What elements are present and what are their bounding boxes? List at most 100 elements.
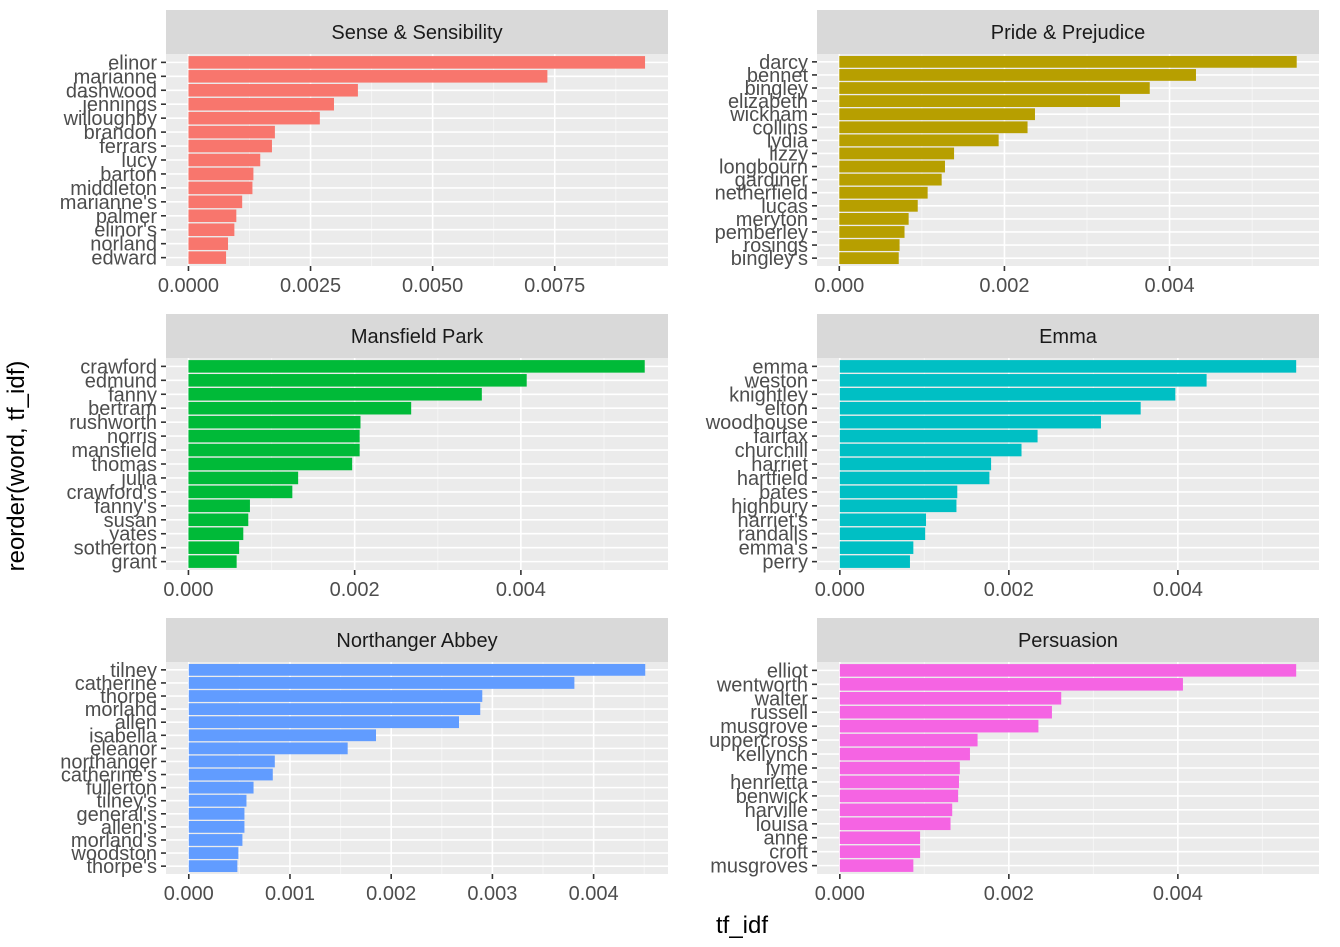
y-tick-label: general's (76, 804, 157, 826)
bar (839, 859, 914, 872)
bar (188, 834, 243, 846)
bar (188, 111, 320, 125)
facet-title: Persuasion (1018, 630, 1118, 652)
y-tick-label: knightley (729, 384, 808, 406)
y-tick-label: elizabeth (728, 91, 808, 113)
bar (839, 55, 1297, 68)
bar (839, 374, 1207, 387)
bar (839, 733, 978, 747)
x-tick-label: 0.004 (1153, 883, 1203, 905)
bar (188, 360, 645, 373)
y-tick-label: emma (752, 356, 808, 378)
facet-title: Emma (1039, 326, 1098, 348)
bar (188, 690, 483, 702)
bar (839, 95, 1121, 107)
facet-title: Northanger Abbey (336, 630, 497, 652)
bar (188, 374, 527, 387)
y-tick-label: thorpe (100, 686, 157, 708)
y-tick-label: perry (762, 552, 808, 574)
bar (188, 237, 229, 250)
y-tick-label: norland (90, 234, 157, 256)
bar (839, 457, 992, 471)
y-tick-label: elliot (767, 660, 809, 682)
y-tick-label: crawford's (66, 482, 157, 504)
y-tick-label: ferrars (99, 136, 157, 158)
bar (188, 56, 646, 69)
bar (839, 513, 927, 527)
y-tick-label: eleanor (90, 738, 157, 760)
x-tick-label: 0.0050 (402, 275, 463, 297)
y-tick-label: catherine's (61, 765, 157, 787)
y-tick-label: barton (100, 164, 157, 186)
bar (188, 729, 377, 742)
y-tick-label: lucas (761, 196, 808, 218)
y-tick-label: brandon (84, 122, 157, 144)
x-tick-label: 0.000 (814, 275, 864, 297)
bar (839, 541, 914, 554)
bar (188, 541, 240, 554)
y-tick-label: yates (109, 524, 157, 546)
bar (839, 186, 928, 199)
bar (188, 167, 254, 181)
bar (188, 677, 575, 689)
bar (188, 847, 239, 859)
bar (839, 108, 1035, 121)
bar (839, 789, 959, 803)
x-tick-label: 0.0025 (280, 275, 341, 297)
y-tick-label: highbury (731, 496, 808, 518)
panels-layer: Sense & Sensibility elinormariannedashwoo… (60, 10, 1319, 905)
x-tick-label: 0.004 (496, 579, 546, 601)
y-tick-label: croft (769, 842, 808, 864)
y-tick-label: bennet (747, 65, 809, 87)
y-tick-label: pemberley (715, 222, 808, 244)
x-tick-label: 0.004 (569, 883, 619, 905)
y-tick-label: weston (744, 370, 808, 392)
bar (839, 134, 999, 147)
y-tick-label: longbourn (719, 157, 808, 179)
y-tick-label: thomas (91, 454, 157, 476)
bar (188, 429, 360, 443)
x-tick-label: 0.002 (984, 883, 1034, 905)
y-tick-label: grant (111, 552, 157, 574)
bar (839, 485, 958, 499)
bar (839, 82, 1150, 94)
bar (839, 775, 959, 789)
y-tick-label: middleton (70, 178, 157, 200)
y-tick-label: crawford (80, 356, 157, 378)
bar (188, 499, 250, 513)
y-tick-label: dashwood (66, 80, 157, 102)
y-tick-label: allen (115, 712, 157, 734)
facet-strip (166, 10, 668, 54)
bar (839, 664, 1297, 677)
x-tick-label: 0.002 (979, 275, 1029, 297)
bar (188, 387, 482, 401)
y-tick-label: jennings (81, 94, 157, 116)
x-tick-label: 0.0000 (158, 275, 219, 297)
bar (839, 691, 1062, 705)
bar (839, 121, 1028, 134)
y-tick-label: louisa (756, 814, 809, 836)
y-tick-label: emma's (739, 538, 808, 560)
y-tick-label: kellynch (736, 744, 808, 766)
bar (839, 213, 909, 225)
y-tick-label: wentworth (716, 674, 808, 696)
bar (188, 513, 249, 527)
y-tick-label: uppercross (709, 730, 808, 752)
facet-strip (817, 618, 1319, 662)
y-tick-label: collins (752, 117, 808, 139)
y-tick-label: churchill (735, 440, 808, 462)
y-tick-label: marianne's (60, 192, 157, 214)
bar (188, 223, 235, 237)
bar (839, 387, 1176, 401)
y-tick-label: musgroves (710, 856, 808, 878)
x-tick-label: 0.000 (815, 883, 865, 905)
y-tick-label: bates (759, 482, 808, 504)
bar (839, 845, 921, 858)
facet-strip (166, 618, 668, 662)
y-tick-label: elinor (108, 52, 157, 74)
bar (839, 471, 990, 485)
y-tick-label: benwick (736, 786, 809, 808)
bar (839, 527, 926, 541)
